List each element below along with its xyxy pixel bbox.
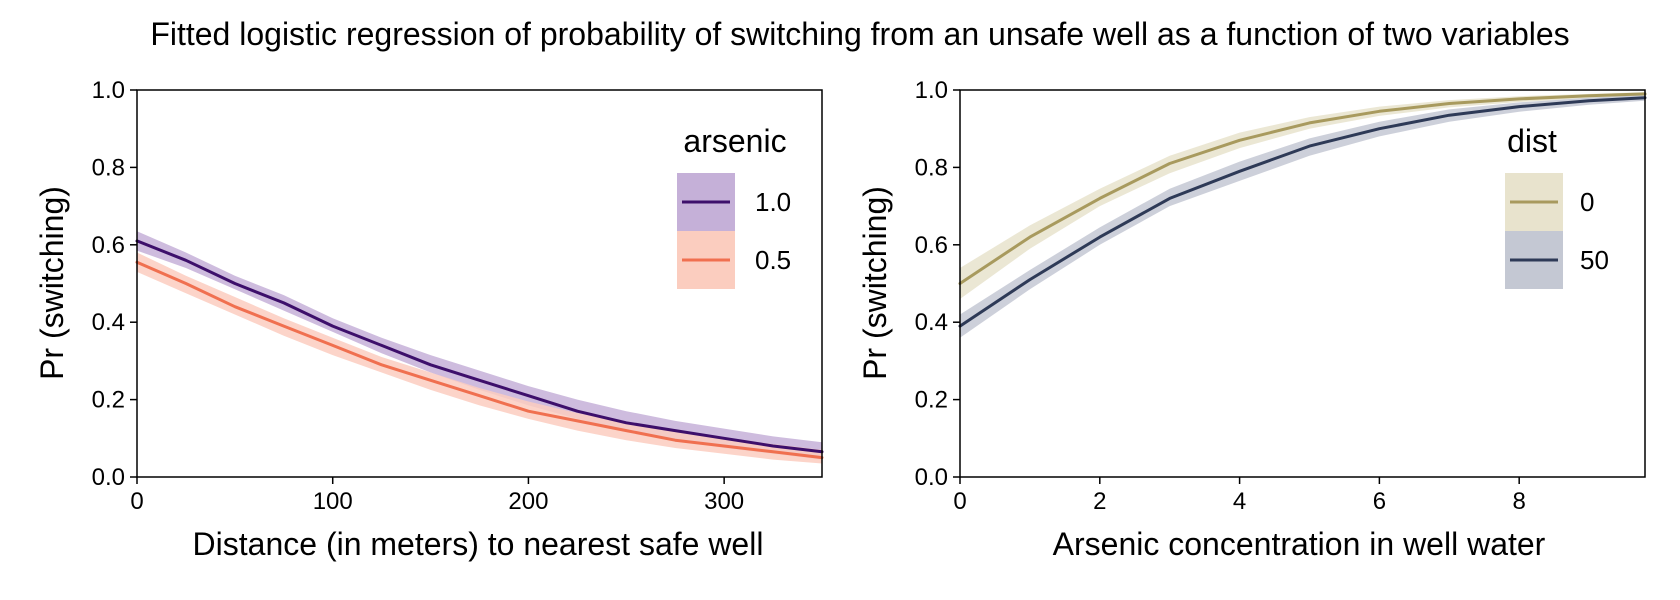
arsenic-line-1 (958, 96, 1647, 328)
distance-y-tick-label: 0.8 (92, 154, 125, 181)
figure-title: Fitted logistic regression of probabilit… (150, 16, 1569, 52)
distance-line-1 (135, 260, 824, 460)
arsenic-fitted-lines (958, 92, 1647, 328)
distance-x-tick-label: 100 (313, 488, 353, 515)
arsenic-confidence-bands (960, 92, 1645, 338)
arsenic-y-tick-label: 1.0 (915, 77, 948, 104)
arsenic-y-tick-label: 0.2 (915, 387, 948, 414)
distance-y-tick-label: 0.6 (92, 232, 125, 259)
distance-legend-title: arsenic (683, 123, 786, 159)
distance-legend: arsenic 1.0 0.5 (677, 123, 791, 289)
arsenic-band-0 (960, 92, 1645, 299)
arsenic-y-tick-label: 0.6 (915, 232, 948, 259)
distance-legend-label-1: 0.5 (755, 245, 791, 275)
distance-y-tick-label: 1.0 (92, 77, 125, 104)
distance-x-tick-label: 300 (704, 488, 744, 515)
arsenic-y-tick-label: 0.4 (915, 309, 948, 336)
arsenic-legend: dist 0 50 (1505, 123, 1609, 289)
distance-plot-frame (136, 89, 823, 478)
distance-x-tick-label: 200 (508, 488, 548, 515)
arsenic-x-tick-label: 8 (1513, 488, 1526, 515)
distance-y-tick-label: 0.2 (92, 387, 125, 414)
arsenic-x-tick-label: 6 (1373, 488, 1386, 515)
arsenic-x-tick-label: 4 (1233, 488, 1246, 515)
arsenic-line-0 (958, 92, 1647, 285)
arsenic-plot-frame (959, 89, 1646, 478)
distance-y-axis-label: Pr (switching) (34, 186, 70, 380)
distance-line-0 (135, 239, 824, 454)
arsenic-legend-title: dist (1507, 123, 1557, 159)
arsenic-axes: 0 2 4 6 8 0.0 0.2 0.4 0.6 0.8 1.0 (915, 77, 1646, 515)
distance-chart: 0 100 200 300 0.0 0.2 0.4 0.6 0.8 1.0 Distance (i… (34, 77, 824, 562)
distance-fitted-lines (135, 239, 824, 460)
arsenic-band-1 (960, 95, 1645, 338)
distance-y-tick-label: 0.0 (92, 464, 125, 491)
distance-legend-label-0: 1.0 (755, 187, 791, 217)
arsenic-x-tick-label: 2 (1093, 488, 1106, 515)
arsenic-y-axis-label: Pr (switching) (857, 186, 893, 380)
distance-x-axis-label: Distance (in meters) to nearest safe wel… (193, 526, 764, 562)
distance-axes: 0 100 200 300 0.0 0.2 0.4 0.6 0.8 1.0 (92, 77, 823, 515)
arsenic-legend-label-0: 0 (1580, 187, 1594, 217)
distance-y-tick-label: 0.4 (92, 309, 125, 336)
arsenic-legend-label-1: 50 (1580, 245, 1609, 275)
arsenic-chart: 0 2 4 6 8 0.0 0.2 0.4 0.6 0.8 1.0 Arsenic concentr… (857, 77, 1647, 562)
distance-x-tick-label: 0 (130, 488, 143, 515)
arsenic-y-tick-label: 0.0 (915, 464, 948, 491)
distance-band-0 (137, 231, 822, 460)
arsenic-x-axis-label: Arsenic concentration in well water (1053, 526, 1546, 562)
arsenic-y-tick-label: 0.8 (915, 154, 948, 181)
arsenic-x-tick-label: 0 (953, 488, 966, 515)
